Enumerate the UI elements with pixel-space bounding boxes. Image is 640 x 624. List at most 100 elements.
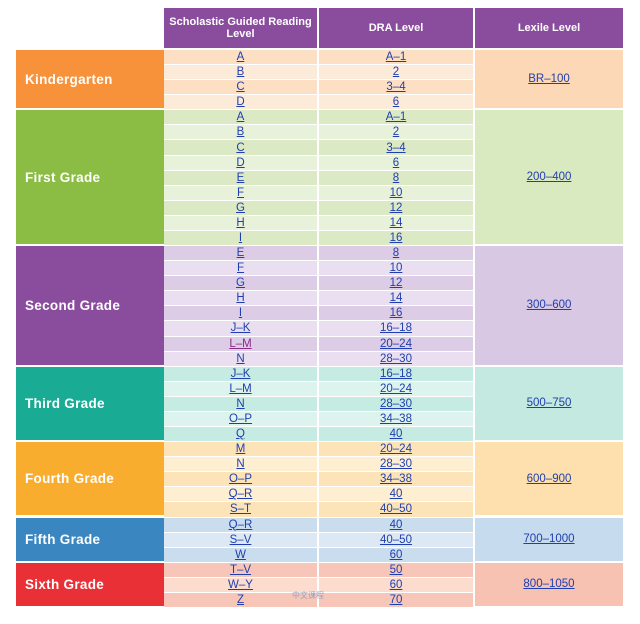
dra-level-link[interactable]: 70	[317, 592, 473, 607]
dra-level-link[interactable]: 14	[317, 215, 473, 230]
guided-reading-link[interactable]: W	[164, 547, 317, 562]
table-row: F 10	[164, 261, 473, 276]
table-row: G 12	[164, 276, 473, 291]
guided-reading-link[interactable]: L–M	[164, 381, 317, 396]
lexile-level-link[interactable]: 800–1050	[475, 562, 623, 606]
table-row: O–P 34–38	[164, 472, 473, 487]
guided-reading-link[interactable]: D	[164, 155, 317, 170]
guided-reading-link[interactable]: S–T	[164, 502, 317, 517]
guided-reading-link[interactable]: N	[164, 351, 317, 366]
guided-reading-link[interactable]: H	[164, 291, 317, 306]
guided-reading-link[interactable]: F	[164, 185, 317, 200]
table-row: C 3–4	[164, 140, 473, 155]
dra-level-link[interactable]: 28–30	[317, 351, 473, 366]
dra-level-link[interactable]: 28–30	[317, 396, 473, 411]
guided-reading-link[interactable]: Q–R	[164, 487, 317, 502]
guided-reading-link[interactable]: B	[164, 65, 317, 80]
guided-reading-link[interactable]: J–K	[164, 366, 317, 381]
guided-reading-link[interactable]: Q–R	[164, 517, 317, 532]
guided-reading-link[interactable]: G	[164, 200, 317, 215]
guided-reading-link[interactable]: J–K	[164, 321, 317, 336]
dra-level-link[interactable]: 16	[317, 230, 473, 246]
guided-reading-link[interactable]: A	[164, 50, 317, 65]
guided-reading-link[interactable]: M	[164, 442, 317, 457]
guided-reading-link[interactable]: E	[164, 170, 317, 185]
table-row: C 3–4	[164, 80, 473, 95]
table-row: N 28–30	[164, 396, 473, 411]
grade-label: Third Grade	[16, 366, 164, 441]
guided-reading-link[interactable]: T–V	[164, 562, 317, 577]
dra-level-link[interactable]: 40	[317, 427, 473, 442]
dra-level-link[interactable]: 12	[317, 200, 473, 215]
dra-level-link[interactable]: 8	[317, 170, 473, 185]
dra-level-link[interactable]: A–1	[317, 110, 473, 125]
dra-level-link[interactable]: 28–30	[317, 457, 473, 472]
guided-reading-link[interactable]: I	[164, 230, 317, 246]
dra-level-link[interactable]: 20–24	[317, 381, 473, 396]
table-row: Q–R 40	[164, 517, 473, 532]
guided-reading-link[interactable]: I	[164, 306, 317, 321]
lexile-level-link[interactable]: 700–1000	[475, 517, 623, 561]
dra-level-link[interactable]: 8	[317, 246, 473, 261]
table-row: Q 40	[164, 427, 473, 442]
dra-level-link[interactable]: 40	[317, 487, 473, 502]
dra-level-link[interactable]: 6	[317, 155, 473, 170]
guided-reading-link[interactable]: N	[164, 396, 317, 411]
lexile-level-link[interactable]: 600–900	[475, 442, 623, 516]
dra-level-link[interactable]: 20–24	[317, 336, 473, 351]
dra-level-link[interactable]: 10	[317, 261, 473, 276]
guided-reading-link[interactable]: G	[164, 276, 317, 291]
dra-level-link[interactable]: 12	[317, 276, 473, 291]
guided-reading-link[interactable]: O–P	[164, 411, 317, 427]
lexile-level-link[interactable]: 500–750	[475, 366, 623, 441]
guided-reading-link[interactable]: B	[164, 125, 317, 140]
dra-level-link[interactable]: A–1	[317, 50, 473, 65]
dra-level-link[interactable]: 60	[317, 547, 473, 562]
guided-reading-link[interactable]: S–V	[164, 532, 317, 547]
dra-level-link[interactable]: 6	[317, 95, 473, 110]
dra-level-link[interactable]: 16–18	[317, 321, 473, 336]
dra-level-link[interactable]: 40–50	[317, 532, 473, 547]
guided-reading-link[interactable]: E	[164, 246, 317, 261]
table-row: A A–1	[164, 110, 473, 125]
lexile-level-link[interactable]: 200–400	[475, 110, 623, 245]
dra-level-link[interactable]: 10	[317, 185, 473, 200]
guided-reading-link[interactable]: L–M	[164, 336, 317, 351]
guided-reading-link[interactable]: C	[164, 140, 317, 155]
dra-level-link[interactable]: 2	[317, 65, 473, 80]
dra-level-link[interactable]: 3–4	[317, 80, 473, 95]
lexile-level-link[interactable]: 300–600	[475, 246, 623, 365]
guided-reading-link[interactable]: W–Y	[164, 577, 317, 592]
dra-level-link[interactable]: 34–38	[317, 411, 473, 427]
guided-reading-link[interactable]: Q	[164, 427, 317, 442]
table-row: G 12	[164, 200, 473, 215]
dra-level-link[interactable]: 20–24	[317, 442, 473, 457]
table-row: I 16	[164, 230, 473, 246]
dra-level-link[interactable]: 2	[317, 125, 473, 140]
guided-reading-link[interactable]: A	[164, 110, 317, 125]
guided-reading-link[interactable]: Z	[164, 592, 317, 607]
dra-level-link[interactable]: 50	[317, 562, 473, 577]
dra-level-link[interactable]: 16–18	[317, 366, 473, 381]
dra-level-link[interactable]: 40–50	[317, 502, 473, 517]
dra-level-link[interactable]: 60	[317, 577, 473, 592]
guided-reading-link[interactable]: F	[164, 261, 317, 276]
guided-reading-link[interactable]: O–P	[164, 472, 317, 487]
guided-reading-link[interactable]: D	[164, 95, 317, 110]
dra-level-link[interactable]: 14	[317, 291, 473, 306]
table-row: N 28–30	[164, 351, 473, 366]
lexile-level-link[interactable]: BR–100	[475, 50, 623, 109]
dra-level-link[interactable]: 40	[317, 517, 473, 532]
dra-level-link[interactable]: 16	[317, 306, 473, 321]
grade-label: Fifth Grade	[16, 517, 164, 561]
table-row: L–M 20–24	[164, 336, 473, 351]
guided-reading-link[interactable]: N	[164, 457, 317, 472]
dra-level-link[interactable]: 3–4	[317, 140, 473, 155]
dra-level-link[interactable]: 34–38	[317, 472, 473, 487]
grade-label: Second Grade	[16, 246, 164, 365]
guided-reading-link[interactable]: H	[164, 215, 317, 230]
table-row: S–T 40–50	[164, 502, 473, 517]
guided-reading-link[interactable]: C	[164, 80, 317, 95]
